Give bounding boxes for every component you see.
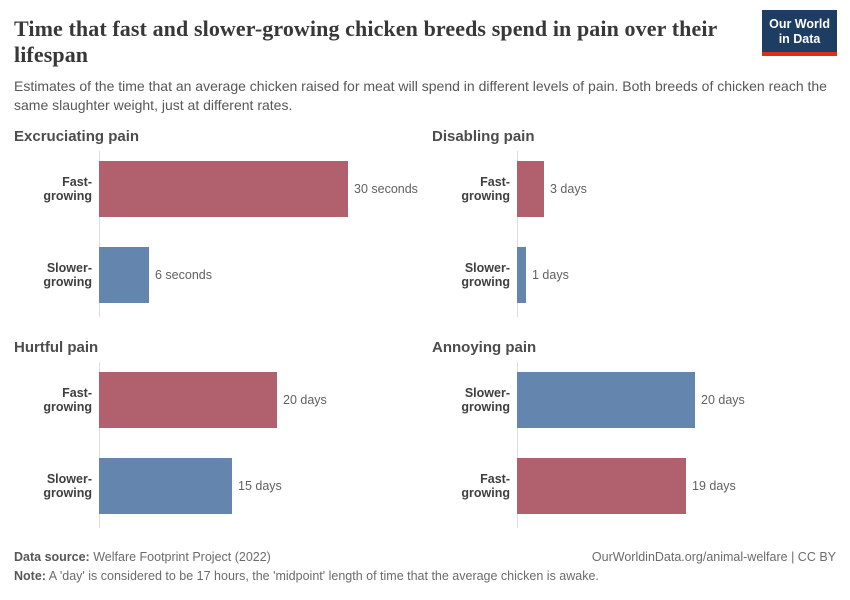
bar-row-fast-growing: Fast-growing 19 days — [432, 457, 836, 514]
bar-row-fast-growing: Fast-growing 30 seconds — [14, 160, 432, 217]
owid-logo-line2: in Data — [778, 32, 821, 46]
bar-slower-growing — [99, 246, 149, 303]
bar-slower-growing — [517, 371, 695, 428]
y-axis-line — [517, 361, 518, 528]
bar-wrap: 20 days — [517, 371, 745, 428]
panel-plot: Slower-growing 20 days Fast-growing 19 days — [432, 361, 836, 528]
bar-fast-growing — [517, 457, 686, 514]
chart-subtitle: Estimates of the time that an average ch… — [14, 77, 827, 114]
bar-label: Slower-growing — [43, 471, 92, 500]
panel-title: Annoying pain — [432, 338, 537, 356]
bar-wrap: 15 days — [99, 457, 282, 514]
panel-title: Hurtful pain — [14, 338, 99, 356]
panel-plot: Fast-growing 20 days Slower-growing 15 days — [14, 361, 432, 528]
bar-label: Fast-growing — [43, 385, 92, 414]
header: Time that fast and slower-growing chicke… — [14, 10, 837, 116]
bar-row-slower-growing: Slower-growing 1 days — [432, 246, 836, 303]
footer: Data source: Welfare Footprint Project (… — [14, 550, 836, 583]
bar-fast-growing — [99, 371, 277, 428]
bar-wrap: 6 seconds — [99, 246, 212, 303]
y-axis-line — [99, 150, 100, 317]
value-label: 1 days — [532, 267, 569, 282]
panel-excruciating-pain: Excruciating pain Fast-growing 30 seconds S… — [14, 128, 432, 317]
note-value: A 'day' is considered to be 17 hours, th… — [48, 568, 599, 583]
bar-label: Fast-growing — [461, 471, 510, 500]
value-label: 3 days — [550, 181, 587, 196]
value-label: 30 seconds — [354, 181, 418, 196]
chart-title: Time that fast and slower-growing chicke… — [14, 16, 717, 67]
bar-wrap: 19 days — [517, 457, 736, 514]
bar-row-fast-growing: Fast-growing 3 days — [432, 160, 836, 217]
data-source-label: Data source: — [14, 549, 90, 564]
panel-plot: Fast-growing 30 seconds Slower-growing 6 se… — [14, 150, 432, 317]
owid-logo-line1: Our World — [769, 17, 830, 31]
panel-plot: Fast-growing 3 days Slower-growing 1 days — [432, 150, 836, 317]
bar-slower-growing — [99, 457, 232, 514]
value-label: 19 days — [692, 478, 736, 493]
bar-label: Slower-growing — [461, 260, 510, 289]
footer-top-line: Data source: Welfare Footprint Project (… — [14, 550, 836, 564]
attribution: OurWorldinData.org/animal-welfare | CC B… — [591, 549, 836, 564]
y-axis-line — [517, 150, 518, 317]
bar-label: Fast-growing — [43, 174, 92, 203]
bar-row-fast-growing: Fast-growing 20 days — [14, 371, 432, 428]
bar-fast-growing — [99, 160, 348, 217]
bar-fast-growing — [517, 160, 544, 217]
bar-label: Fast-growing — [461, 174, 510, 203]
owid-logo: Our World in Data — [762, 10, 837, 56]
data-source-value: Welfare Footprint Project (2022) — [93, 549, 271, 564]
value-label: 20 days — [283, 392, 327, 407]
bar-wrap: 30 seconds — [99, 160, 418, 217]
bar-wrap: 20 days — [99, 371, 327, 428]
panel-disabling-pain: Disabling pain Fast-growing 3 days Slower-g… — [432, 128, 836, 317]
bar-row-slower-growing: Slower-growing 6 seconds — [14, 246, 432, 303]
bar-label: Slower-growing — [43, 260, 92, 289]
note-label: Note: — [14, 568, 46, 583]
note-line: Note: A 'day' is considered to be 17 hou… — [14, 569, 836, 583]
panel-title: Excruciating pain — [14, 127, 140, 145]
bar-label: Slower-growing — [461, 385, 510, 414]
bar-row-slower-growing: Slower-growing 15 days — [14, 457, 432, 514]
data-source-line: Data source: Welfare Footprint Project (… — [14, 550, 271, 564]
panels-grid: Excruciating pain Fast-growing 30 seconds S… — [14, 128, 836, 528]
bar-slower-growing — [517, 246, 526, 303]
y-axis-line — [99, 361, 100, 528]
panel-hurtful-pain: Hurtful pain Fast-growing 20 days Slower-gr… — [14, 339, 432, 528]
value-label: 20 days — [701, 392, 745, 407]
bar-wrap: 3 days — [517, 160, 587, 217]
panel-annoying-pain: Annoying pain Slower-growing 20 days Fast-g… — [432, 339, 836, 528]
bar-row-slower-growing: Slower-growing 20 days — [432, 371, 836, 428]
value-label: 6 seconds — [155, 267, 212, 282]
bar-wrap: 1 days — [517, 246, 569, 303]
value-label: 15 days — [238, 478, 282, 493]
panel-title: Disabling pain — [432, 127, 535, 145]
